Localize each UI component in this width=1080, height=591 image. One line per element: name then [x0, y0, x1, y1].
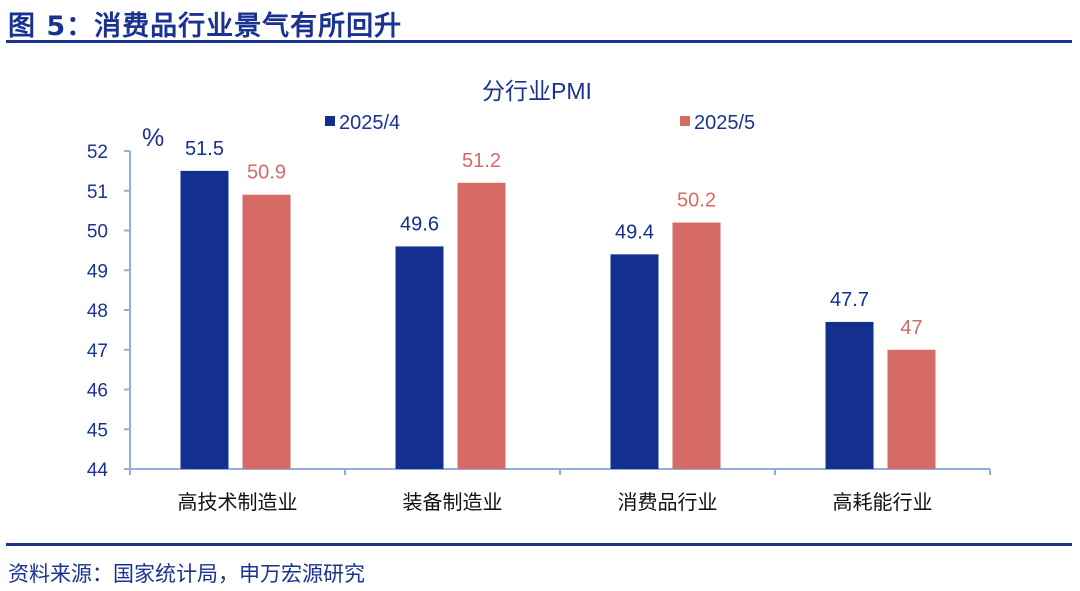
- bar-series-2: [672, 222, 721, 469]
- x-tick-label: 高耗能行业: [833, 490, 933, 514]
- data-label: 51.5: [185, 138, 224, 160]
- y-tick-label: 52: [87, 142, 108, 163]
- figure-title: 图 5：消费品行业景气有所回升: [8, 11, 403, 42]
- y-tick-label: 46: [87, 381, 108, 402]
- x-tick-label: 高技术制造业: [178, 490, 298, 514]
- bar-series-1: [610, 254, 659, 469]
- bar-series-1: [180, 170, 229, 469]
- y-tick-label: 45: [87, 420, 108, 441]
- y-tick-label: 48: [87, 301, 108, 322]
- bar-series-1: [395, 246, 444, 469]
- bar-series-2: [457, 182, 506, 470]
- data-label: 50.2: [677, 190, 716, 212]
- x-tick-label: 装备制造业: [403, 490, 503, 514]
- legend: 2025/4 2025/5: [325, 112, 755, 134]
- legend-label: 2025/4: [339, 112, 400, 134]
- bar-series-2: [242, 194, 291, 469]
- source-divider: [6, 543, 1072, 546]
- legend-swatch: [325, 116, 335, 126]
- data-label: 47.7: [830, 289, 869, 311]
- y-axis-unit: %: [142, 124, 164, 152]
- y-tick-label: 50: [87, 222, 108, 243]
- data-label: 49.4: [615, 221, 654, 243]
- data-label: 51.2: [462, 150, 501, 172]
- y-tick-label: 47: [87, 341, 108, 362]
- data-label: 49.6: [400, 213, 439, 235]
- y-tick-label: 44: [87, 460, 109, 481]
- bar-series-2: [887, 349, 936, 469]
- x-tick-label: 消费品行业: [618, 490, 718, 514]
- data-label: 50.9: [247, 162, 286, 184]
- data-label: 47: [900, 317, 922, 339]
- y-tick-label: 51: [87, 182, 108, 203]
- chart-title: 分行业PMI: [482, 78, 592, 104]
- legend-swatch: [680, 116, 690, 126]
- bar-series-1: [825, 321, 874, 469]
- source-note: 资料来源：国家统计局，申万宏源研究: [8, 562, 365, 586]
- legend-label: 2025/5: [694, 112, 755, 134]
- title-divider: [6, 40, 1072, 43]
- y-tick-label: 49: [87, 261, 108, 282]
